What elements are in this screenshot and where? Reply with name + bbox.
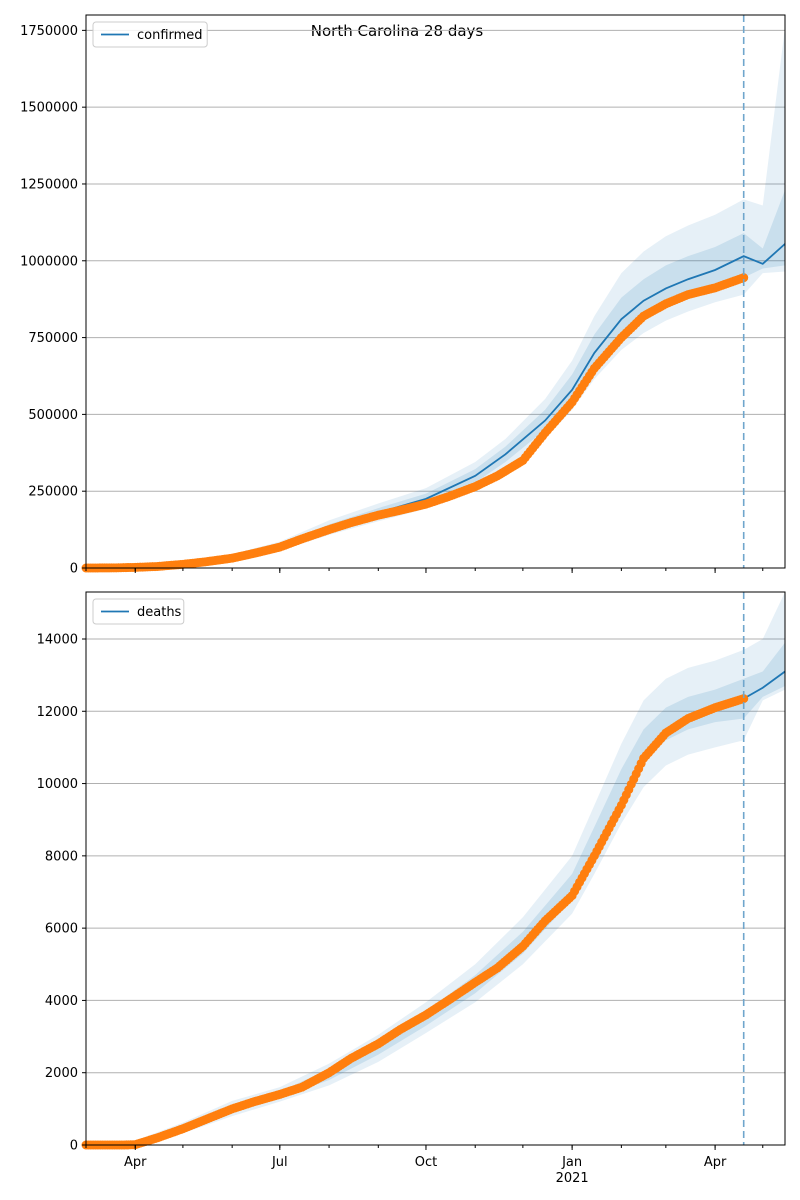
confirmed-ytick-label: 500000 (28, 408, 78, 423)
confirmed-observed-point (739, 273, 749, 283)
deaths-ytick-label: 2000 (45, 1066, 78, 1081)
deaths-ytick-label: 12000 (37, 705, 78, 720)
confirmed-ytick-label: 750000 (28, 331, 78, 346)
deaths-xtick-label: Jul (271, 1155, 288, 1170)
confirmed-legend-label: confirmed (137, 28, 203, 43)
figure-title: North Carolina 28 days (311, 22, 484, 40)
deaths-legend-label: deaths (137, 605, 182, 620)
deaths-chart: 0 2000 4000 6000 8000 10000 12000 14000 Apr Jul Oc… (37, 591, 786, 1186)
confirmed-ytick-label: 1250000 (20, 177, 78, 192)
deaths-xtick-label: Apr (704, 1155, 727, 1170)
deaths-legend-box (92, 598, 185, 625)
deaths-model-line (743, 670, 786, 700)
confirmed-inner-band (86, 190, 785, 568)
deaths-xtick-sublabel: 2021 (556, 1171, 589, 1186)
deaths-ytick-label: 14000 (37, 632, 78, 647)
confirmed-outer-band (86, 27, 785, 569)
deaths-axes-frame (85, 591, 786, 1146)
deaths-xtick-label: Apr (124, 1155, 147, 1170)
deaths-ytick-label: 8000 (45, 849, 78, 864)
confirmed-ytick-label: 1750000 (20, 24, 78, 39)
deaths-ytick-label: 10000 (37, 777, 78, 792)
deaths-xtick-label: Oct (415, 1155, 437, 1170)
confirmed-ytick-label: 250000 (28, 485, 78, 500)
deaths-observed-point (739, 694, 749, 704)
confirmed-legend-box (92, 21, 208, 48)
confirmed-ytick-label: 1000000 (20, 254, 78, 269)
deaths-inner-band (86, 642, 785, 1145)
deaths-xtick-label: Jan (561, 1155, 582, 1170)
deaths-ytick-label: 0 (70, 1139, 78, 1154)
confirmed-axes-frame (85, 14, 786, 569)
deaths-ytick-label: 6000 (45, 922, 78, 937)
confirmed-ytick-label: 0 (70, 562, 78, 577)
confirmed-chart: 0 250000 500000 750000 1000000 1250000 1500000… (20, 14, 786, 577)
deaths-ytick-label: 4000 (45, 994, 78, 1009)
confirmed-ytick-label: 1500000 (20, 101, 78, 116)
